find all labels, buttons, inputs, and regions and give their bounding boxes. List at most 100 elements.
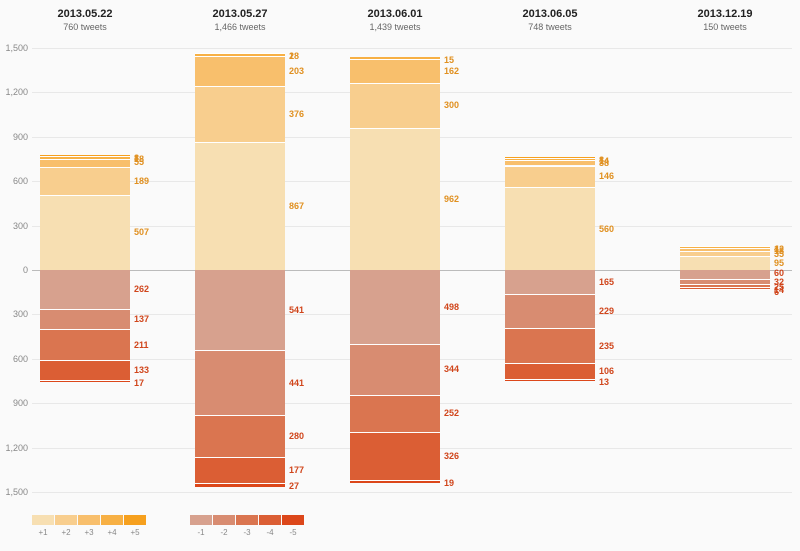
legend-item: +4 <box>101 515 123 537</box>
segment-label: 229 <box>599 306 614 316</box>
column-date: 2013.06.05 <box>505 8 595 20</box>
segment-label: 146 <box>599 171 614 181</box>
segment-label: 189 <box>134 176 149 186</box>
column-date: 2013.12.19 <box>680 8 770 20</box>
bar-segment-pos: 376 <box>195 86 285 142</box>
bar-segment-neg: 262 <box>40 270 130 309</box>
segment-label: 6 <box>774 287 779 297</box>
segment-label: 4 <box>774 244 779 254</box>
segment-label: 2 <box>289 51 294 61</box>
segment-label: 300 <box>444 100 459 110</box>
bar-segment-neg: 60 <box>680 270 770 279</box>
legend-label: +3 <box>84 528 93 537</box>
bar-segment-neg: 106 <box>505 363 595 379</box>
segment-label: 376 <box>289 109 304 119</box>
segment-label: 177 <box>289 465 304 475</box>
grid-line <box>32 492 792 493</box>
segment-label: 27 <box>289 481 299 491</box>
bar-segment-pos: 55 <box>40 159 130 167</box>
y-tick-label: 1,200 <box>4 443 28 453</box>
legend-swatch <box>55 515 77 525</box>
bar-segment-neg: 541 <box>195 270 285 350</box>
bar-segment-pos: 507 <box>40 195 130 270</box>
bar-segment-pos: 203 <box>195 56 285 86</box>
legend-label: +4 <box>107 528 116 537</box>
legend-swatch <box>32 515 54 525</box>
column-date: 2013.06.01 <box>350 8 440 20</box>
bar-segment-neg: 252 <box>350 395 440 432</box>
column-date: 2013.05.22 <box>40 8 130 20</box>
legend-swatch <box>124 515 146 525</box>
segment-label: 19 <box>444 478 454 488</box>
legend-swatch <box>213 515 235 525</box>
segment-label: 498 <box>444 302 459 312</box>
segment-label: 211 <box>134 340 149 350</box>
segment-label: 13 <box>599 377 609 387</box>
bar-segment-pos: 867 <box>195 142 285 270</box>
segment-label: 8 <box>599 155 604 165</box>
segment-label: 326 <box>444 451 459 461</box>
legend-label: +1 <box>38 528 47 537</box>
legend: -1-2-3-4-5 <box>190 515 305 537</box>
segment-label: 137 <box>134 314 149 324</box>
legend-label: -1 <box>197 528 204 537</box>
legend-label: +2 <box>61 528 70 537</box>
segment-label: 441 <box>289 378 304 388</box>
segment-label: 962 <box>444 194 459 204</box>
legend-swatch <box>236 515 258 525</box>
column-subtitle: 1,439 tweets <box>350 22 440 32</box>
segment-label: 541 <box>289 305 304 315</box>
segment-label: 15 <box>444 55 454 65</box>
legend: +1 +2 +3 +4 +5 <box>32 515 147 537</box>
column-header: 2013.05.22 760 tweets <box>40 8 130 32</box>
segment-label: 280 <box>289 431 304 441</box>
segment-label: 560 <box>599 224 614 234</box>
bar-segment-neg: 177 <box>195 457 285 483</box>
y-tick-label: 600 <box>4 176 28 186</box>
segment-label: 8 <box>134 153 139 163</box>
legend-label: -4 <box>266 528 273 537</box>
legend-swatch <box>259 515 281 525</box>
column-header: 2013.12.19150 tweets <box>680 8 770 32</box>
bar-segment-neg: 441 <box>195 350 285 415</box>
bar-segment-neg: 211 <box>40 329 130 360</box>
column-subtitle: 760 tweets <box>40 22 130 32</box>
bar-segment-neg: 344 <box>350 344 440 395</box>
y-tick-label: 300 <box>4 221 28 231</box>
bar-segment-pos: 162 <box>350 59 440 83</box>
legend-label: -5 <box>289 528 296 537</box>
segment-label: 165 <box>599 277 614 287</box>
segment-label: 252 <box>444 408 459 418</box>
segment-label: 235 <box>599 341 614 351</box>
column-header: 2013.06.01 1,439 tweets <box>350 8 440 32</box>
bar-segment-neg: 280 <box>195 415 285 456</box>
legend-item: +5 <box>124 515 146 537</box>
grid-line <box>32 48 792 49</box>
legend-label: -2 <box>220 528 227 537</box>
segment-label: 133 <box>134 365 149 375</box>
column-subtitle: 1,466 tweets <box>195 22 285 32</box>
column-subtitle: 748 tweets <box>505 22 595 32</box>
y-tick-label: 1,500 <box>4 487 28 497</box>
segment-label: 203 <box>289 66 304 76</box>
segment-label: 17 <box>134 378 144 388</box>
segment-label: 262 <box>134 284 149 294</box>
y-tick-label: 900 <box>4 398 28 408</box>
segment-label: 95 <box>774 258 784 268</box>
column-header: 2013.06.05 748 tweets <box>505 8 595 32</box>
bar-segment-neg: 133 <box>40 360 130 380</box>
bar-segment-pos: 300 <box>350 83 440 127</box>
bar-segment-neg: 498 <box>350 270 440 344</box>
segment-label: 867 <box>289 201 304 211</box>
bar-segment-pos: 189 <box>40 167 130 195</box>
legend-item: +1 <box>32 515 54 537</box>
legend-swatch <box>282 515 304 525</box>
legend-item: +2 <box>55 515 77 537</box>
legend-item: -1 <box>190 515 212 537</box>
y-tick-label: 0 <box>4 265 28 275</box>
diverging-stacked-bar-chart: 1,5001,20090060030003006009001,2001,5002… <box>0 0 800 551</box>
legend-item: -5 <box>282 515 304 537</box>
bar-segment-pos: 146 <box>505 166 595 188</box>
bar-segment-pos: 95 <box>680 256 770 270</box>
legend-swatch <box>190 515 212 525</box>
